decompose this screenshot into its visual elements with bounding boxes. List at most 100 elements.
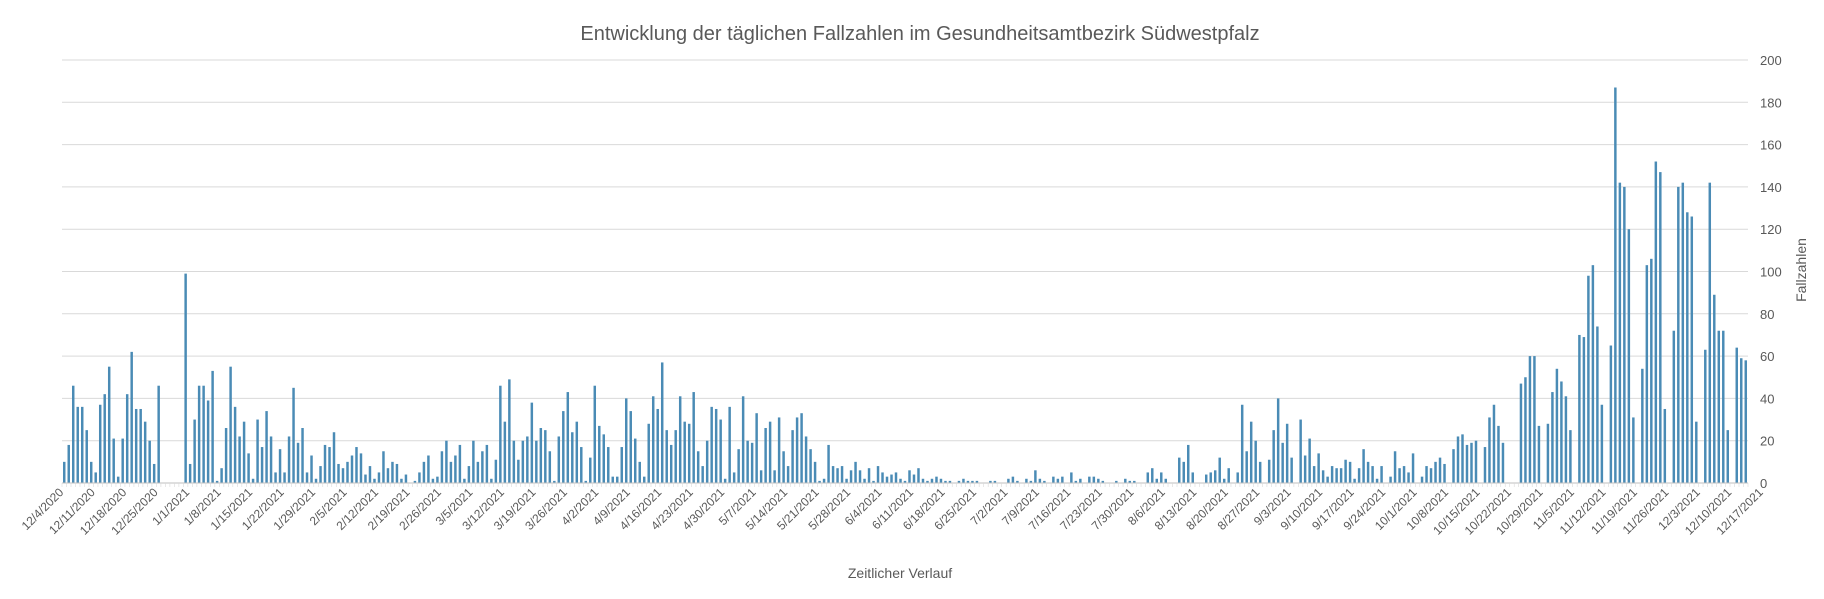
bar: [305, 472, 309, 483]
bar: [755, 413, 758, 483]
bar: [72, 385, 75, 483]
bar: [1218, 457, 1221, 483]
bar: [440, 451, 444, 483]
bar: [1519, 383, 1523, 483]
bar: [656, 408, 659, 483]
bar: [822, 478, 826, 483]
bar: [1357, 468, 1361, 483]
bar: [184, 273, 187, 483]
bar: [804, 436, 808, 483]
bar: [157, 385, 160, 483]
bar: [660, 362, 664, 483]
bar: [206, 400, 210, 483]
bar: [247, 453, 250, 483]
bar: [602, 434, 605, 483]
bar: [1618, 182, 1622, 484]
bar: [818, 480, 821, 483]
y-axis-ticks: 0 20 40 60 80 100 120 140 160 180 200: [1760, 53, 1782, 491]
bar: [517, 459, 520, 483]
bar: [1191, 472, 1194, 483]
bar: [831, 466, 835, 483]
bar: [224, 428, 228, 483]
bar: [840, 466, 844, 483]
bar: [1533, 356, 1536, 483]
bar: [687, 423, 691, 483]
bar: [966, 480, 970, 483]
bar: [436, 476, 439, 483]
bar: [490, 478, 493, 483]
bar: [827, 444, 830, 483]
bar: [674, 430, 677, 484]
bar: [1596, 326, 1599, 483]
bar: [795, 417, 799, 483]
bar: [1411, 453, 1415, 483]
bar: [557, 436, 561, 483]
bar: [350, 455, 354, 483]
bar: [1056, 478, 1060, 483]
bar: [773, 470, 776, 483]
bar: [858, 470, 862, 483]
bar: [265, 411, 268, 483]
bar: [1178, 457, 1181, 483]
bar: [1038, 478, 1042, 483]
bar: [1101, 480, 1105, 483]
bar: [1299, 419, 1302, 483]
bar: [1740, 358, 1743, 483]
bar: [732, 472, 736, 483]
bar: [81, 406, 84, 483]
bar: [813, 461, 817, 483]
bar: [1609, 345, 1613, 483]
bar: [1088, 476, 1091, 483]
bar: [530, 402, 534, 483]
bar: [926, 480, 929, 483]
bar: [1133, 480, 1136, 483]
bar: [229, 366, 232, 483]
bar: [854, 461, 857, 483]
bar: [1339, 468, 1343, 483]
bar: [152, 463, 156, 483]
bar: [1092, 476, 1096, 483]
bar: [418, 472, 421, 483]
bar: [1380, 466, 1383, 483]
bar: [1398, 468, 1401, 483]
bar: [1151, 468, 1154, 483]
bar: [220, 468, 223, 483]
bar: [1240, 404, 1244, 483]
bar: [1164, 478, 1167, 483]
bar: [1128, 480, 1132, 483]
bar: [1375, 478, 1379, 483]
bar: [1713, 294, 1716, 483]
y-tick-label: 200: [1760, 53, 1782, 68]
bar: [1443, 463, 1446, 483]
bar: [1470, 442, 1473, 483]
bar: [1321, 470, 1325, 483]
bar: [1371, 466, 1374, 483]
bar: [148, 440, 151, 483]
bar: [683, 421, 686, 483]
bar: [67, 444, 70, 483]
bar: [566, 392, 570, 483]
chart-title: Entwicklung der täglichen Fallzahlen im …: [580, 23, 1259, 45]
bar: [1308, 438, 1311, 483]
bar: [957, 480, 961, 483]
bar: [535, 440, 538, 483]
bar: [1555, 368, 1559, 483]
bar: [476, 461, 480, 483]
bar: [1285, 423, 1289, 483]
bar: [1632, 417, 1635, 483]
bar: [1582, 337, 1586, 483]
bar: [98, 404, 102, 483]
bar: [701, 466, 704, 483]
bar: [638, 461, 641, 483]
bar: [989, 480, 992, 483]
bar: [705, 440, 709, 483]
bar: [193, 419, 196, 483]
bar: [1115, 480, 1118, 483]
bar: [1465, 444, 1469, 483]
bar: [1650, 258, 1653, 483]
bar: [584, 480, 588, 483]
bar: [1425, 466, 1428, 483]
bar: [463, 478, 466, 483]
bar: [130, 351, 133, 483]
